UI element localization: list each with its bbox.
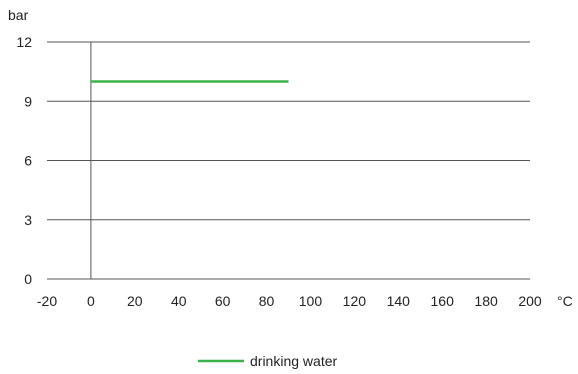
- y-tick-label: 3: [24, 212, 32, 228]
- x-tick-label: 180: [474, 293, 498, 309]
- x-tick-label: 20: [127, 293, 143, 309]
- y-axis-label: bar: [8, 7, 29, 23]
- x-tick-label: 120: [343, 293, 367, 309]
- y-tick-label: 6: [24, 153, 32, 169]
- y-tick-label: 9: [24, 93, 32, 109]
- x-tick-label: 60: [215, 293, 231, 309]
- x-tick-label: 200: [518, 293, 542, 309]
- y-tick-label: 0: [24, 271, 32, 287]
- x-tick-label: 100: [299, 293, 323, 309]
- y-tick-labels: 0 3 6 9 12: [16, 34, 32, 287]
- legend: drinking water: [198, 353, 337, 369]
- x-tick-label: 80: [259, 293, 275, 309]
- legend-label: drinking water: [250, 353, 337, 369]
- x-tick-labels: -20 0 20 40 60 80 100 120 140 160 180 200: [37, 293, 542, 309]
- x-tick-label: 40: [171, 293, 187, 309]
- y-tick-label: 12: [16, 34, 32, 50]
- grid-lines: [47, 41, 530, 280]
- x-tick-label: 0: [87, 293, 95, 309]
- x-tick-label: 160: [431, 293, 455, 309]
- x-tick-label: 140: [387, 293, 411, 309]
- x-tick-label: -20: [37, 293, 57, 309]
- x-axis-label: °C: [557, 293, 573, 309]
